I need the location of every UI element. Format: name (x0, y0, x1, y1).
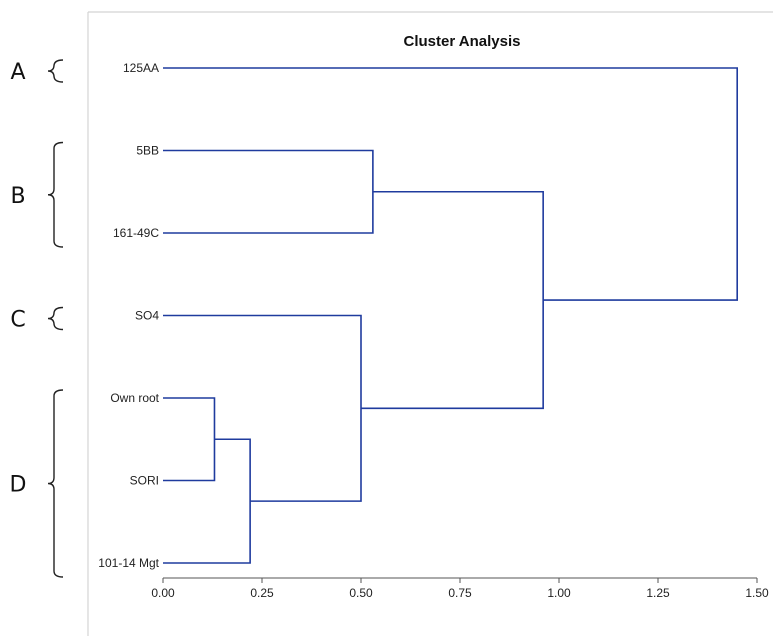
group-letter-d: D (10, 473, 27, 498)
group-brace-b (47, 141, 64, 248)
group-letter-b: B (10, 184, 25, 209)
chart-title: Cluster Analysis (404, 33, 521, 50)
leaf-label-5bb: 5BB (136, 144, 159, 158)
x-tick-label-5: 1.25 (646, 586, 670, 600)
merge-branch-3 (163, 314, 362, 502)
leaf-label-so4: SO4 (135, 309, 159, 323)
x-tick-label-4: 1.00 (547, 586, 571, 600)
merge-branch-4 (163, 149, 374, 234)
group-letter-c: C (10, 308, 25, 333)
x-tick-label-1: 0.25 (250, 586, 274, 600)
leaf-label-161-49c: 161-49C (113, 226, 159, 240)
leaf-labels: 125AA 5BB 161-49C SO4 Own root SORI 101-14 Mgt (98, 61, 159, 570)
group-letter-a: A (10, 60, 25, 85)
x-tick-label-3: 0.75 (448, 586, 472, 600)
x-tick-label-2: 0.50 (349, 586, 373, 600)
leaf-label-101-14-mgt: 101-14 Mgt (98, 556, 159, 570)
group-braces: A B C D (10, 59, 64, 578)
leaf-label-own-root: Own root (110, 391, 159, 405)
merge-branch-5 (361, 190, 544, 410)
group-brace-d (47, 389, 64, 578)
merge-branch-1 (163, 397, 216, 482)
merge-branch-2 (163, 438, 251, 564)
x-axis: 0.00 0.25 0.50 0.75 1.00 1.25 1.50 (151, 577, 769, 600)
merge-branch-6 (163, 67, 738, 301)
group-brace-c (47, 306, 64, 331)
group-brace-a (47, 59, 64, 83)
leaf-label-sori: SORI (130, 474, 159, 488)
leaf-label-125aa: 125AA (123, 61, 159, 75)
dendrogram-branches (163, 67, 738, 564)
x-tick-label-6: 1.50 (745, 586, 769, 600)
plot-frame (87, 11, 773, 636)
x-tick-label-0: 0.00 (151, 586, 175, 600)
